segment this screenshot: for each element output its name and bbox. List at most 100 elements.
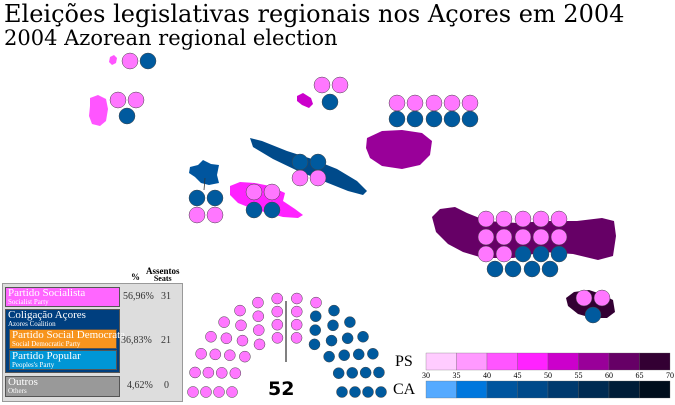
seat-ps xyxy=(495,228,513,246)
seat-ps xyxy=(127,91,145,109)
subtitle: 2004 Azorean regional election xyxy=(4,26,338,50)
seat-ps xyxy=(206,206,224,224)
pp-name: Partido Popular xyxy=(12,350,81,362)
scale-tick: 35 xyxy=(452,371,461,380)
hemicycle-seat-ca xyxy=(375,386,387,398)
ps-pct: 56,96% xyxy=(123,291,154,302)
hemicycle-seat-ps xyxy=(234,304,246,317)
seat-ps xyxy=(550,228,568,246)
ca-pct: 36,83% xyxy=(121,335,152,346)
hemicycle-seat-ps xyxy=(271,332,284,344)
ps-scale-swatch xyxy=(425,352,457,371)
legend-psd: Partido Social Democrata Social Democrat… xyxy=(9,329,125,349)
scale-tick: 55 xyxy=(574,371,583,380)
hemicycle-seat-ca xyxy=(357,330,369,343)
hemicycle-seat-ps xyxy=(271,318,284,331)
hemicycle-seat-ca xyxy=(325,334,338,347)
seats-header-pt: Assentos xyxy=(146,266,180,276)
seat-ca xyxy=(443,110,461,128)
others-name-en: Others xyxy=(8,387,27,395)
hemicycle-seat-ca xyxy=(327,319,339,332)
seat-ps xyxy=(495,245,513,263)
seat-ca xyxy=(206,189,224,207)
ps-scale-swatch xyxy=(639,352,671,371)
seat-ca xyxy=(425,110,443,128)
seat-ca xyxy=(263,201,281,219)
hemicycle-seat-ps xyxy=(224,349,236,361)
faial-connector xyxy=(203,177,206,191)
hemicycle-seat-ps xyxy=(226,386,238,398)
seat-ca xyxy=(118,107,136,125)
seat-ca xyxy=(532,245,550,263)
island-sao-jorge xyxy=(250,138,367,195)
hemicycle-seat-ca xyxy=(341,332,354,345)
ps-name: Partido Socialista xyxy=(8,287,86,299)
hemicycle-seat-ca xyxy=(323,350,335,363)
ps-scale-swatch xyxy=(517,352,549,371)
psd-name-en: Social Democratic Party xyxy=(12,340,81,348)
hemicycle-seat-ps xyxy=(252,310,265,323)
seat-ps xyxy=(532,228,550,246)
others-name: Outros xyxy=(8,376,38,388)
seat-ps xyxy=(550,210,568,228)
seat-ca xyxy=(309,153,327,171)
seat-ca xyxy=(486,260,504,278)
island-flores xyxy=(89,95,108,126)
seat-ps xyxy=(495,210,513,228)
seat-ps xyxy=(443,94,461,112)
hemicycle-seat-ps xyxy=(239,350,251,363)
seat-ps xyxy=(245,183,263,201)
hemicycle-seat-ca xyxy=(359,366,372,379)
seat-ca xyxy=(321,93,339,111)
hemicycle-seat-ps xyxy=(271,292,283,305)
hemicycle-seat-ps xyxy=(200,386,212,398)
ca-scale-swatch xyxy=(425,380,457,399)
ps-scale-swatch xyxy=(456,352,488,371)
seat-ca xyxy=(461,110,479,128)
hemicycle-seat-ps xyxy=(253,324,265,336)
total-seats: 52 xyxy=(268,378,295,400)
seat-ps xyxy=(388,94,406,112)
ca-scale-swatch xyxy=(608,380,640,399)
seat-ps xyxy=(514,228,532,246)
results-legend: Partido Socialista Socialist Party 56,96… xyxy=(2,283,183,402)
ps-scale-swatch xyxy=(608,352,640,371)
hemicycle-seat-ca xyxy=(344,316,356,328)
seats-header-en: Seats xyxy=(153,274,172,283)
scale-tick: 50 xyxy=(544,371,552,380)
seat-ps xyxy=(514,210,532,228)
hemicycle-seat-ps xyxy=(202,366,215,379)
scale-tick: 60 xyxy=(605,371,613,380)
scale-tick: 70 xyxy=(666,371,674,380)
hemicycle-seat-ps xyxy=(310,296,322,309)
legend-ca: Coligação Açores Azores Coalition Partid… xyxy=(5,309,125,373)
hemicycle-seat-ps xyxy=(229,367,242,379)
hemicycle-seat-ps xyxy=(213,386,225,398)
pct-header: % xyxy=(131,272,140,282)
hemicycle-seat-ca xyxy=(373,366,385,379)
ca-scale-swatch xyxy=(456,380,488,399)
hemicycle-seat-ps xyxy=(271,305,283,318)
seat-ps xyxy=(477,245,495,263)
seat-ca xyxy=(523,260,541,278)
island-faial xyxy=(189,160,219,185)
seat-ps xyxy=(331,76,349,94)
ca-scale-swatch xyxy=(486,380,518,399)
hemicycle-seat-ps xyxy=(205,330,217,343)
scale-tick: 45 xyxy=(513,371,522,380)
seat-ca xyxy=(550,245,568,263)
hemicycle-seat-ca xyxy=(309,310,322,323)
ps-scale-swatch xyxy=(486,352,518,371)
hemicycle-seat-ps xyxy=(209,348,222,361)
ca-scale-swatch xyxy=(578,380,610,399)
hemicycle-seat-ps xyxy=(252,296,264,309)
hemicycle-seat-ps xyxy=(220,332,233,345)
ca-seats: 21 xyxy=(161,335,171,346)
hemicycle-seat-ps xyxy=(216,367,228,379)
hemicycle-seat-ca xyxy=(352,348,365,361)
scale-tick: 30 xyxy=(422,371,430,380)
seat-ca xyxy=(406,110,424,128)
seat-ps xyxy=(291,169,309,187)
seat-ps xyxy=(406,94,424,112)
